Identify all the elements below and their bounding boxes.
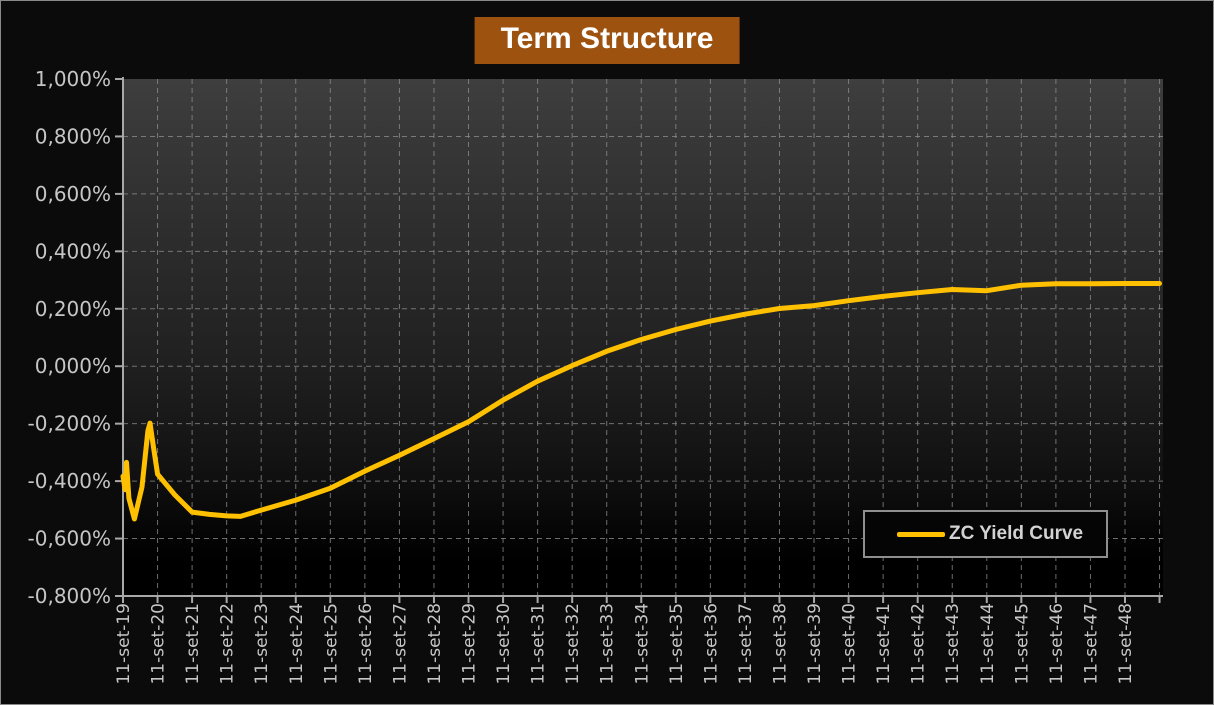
zc-yield-curve-line [120, 281, 1162, 522]
x-axis-tick-label: 11-set-48 [1116, 603, 1136, 685]
x-axis-tick-label: 11-set-40 [840, 603, 860, 685]
x-axis-tick-label: 11-set-27 [390, 603, 410, 685]
y-axis-tick-label: -0,800% [28, 584, 111, 608]
y-axis-tick-label: -0,400% [28, 469, 111, 493]
x-axis-labels: 11-set-19 11-set-20 11-set-21 11-set-22 11-s… [114, 603, 1136, 685]
x-axis-tick-label: 11-set-24 [287, 603, 307, 685]
y-axis-tick-label: -0,600% [28, 527, 111, 551]
legend-line-sample [897, 531, 945, 537]
x-axis-tick-label: 11-set-47 [1081, 603, 1101, 685]
x-axis-tick-label: 11-set-19 [114, 603, 134, 685]
x-axis-tick-label: 11-set-26 [356, 603, 376, 685]
x-axis-tick-label: 11-set-43 [943, 603, 963, 685]
legend[interactable]: ZC Yield Curve [863, 510, 1108, 558]
x-axis-tick-label: 11-set-36 [701, 603, 721, 685]
x-axis-tick-label: 11-set-20 [149, 603, 169, 685]
y-axis-tick-label: 0,600% [35, 182, 111, 206]
x-axis-tick-label: 11-set-35 [667, 603, 687, 685]
x-axis-tick-label: 11-set-22 [218, 603, 238, 685]
x-axis-tick-label: 11-set-46 [1047, 603, 1067, 685]
x-axis-tick-label: 11-set-44 [978, 603, 998, 685]
x-axis-tick-label: 11-set-41 [874, 603, 894, 685]
y-axis-tick-label: 0,000% [35, 354, 111, 378]
x-axis-tick-label: 11-set-37 [736, 603, 756, 685]
x-axis-tick-label: 11-set-39 [805, 603, 825, 685]
x-axis-tick-label: 11-set-21 [183, 603, 203, 685]
y-axis-tick-label: 1,000% [35, 67, 111, 91]
x-axis-tick-label: 11-set-28 [425, 603, 445, 685]
gridlines [115, 78, 1163, 603]
y-axis-tick-label: 0,800% [35, 124, 111, 148]
x-axis-tick-label: 11-set-25 [321, 603, 341, 685]
x-axis-tick-label: 11-set-23 [252, 603, 272, 685]
y-axis-tick-label: 0,400% [35, 239, 111, 263]
x-axis-tick-label: 11-set-33 [598, 603, 618, 685]
y-axis-labels: 1,000% 0,800% 0,600% 0,400% 0,200% 0,000% -0,2… [28, 67, 111, 608]
y-axis-tick-label: 0,200% [35, 297, 111, 321]
x-axis-tick-label: 11-set-30 [494, 603, 514, 685]
chart-title: Term Structure [474, 17, 740, 64]
x-axis-tick-label: 11-set-31 [529, 603, 549, 685]
x-axis-tick-label: 11-set-38 [770, 603, 790, 685]
x-axis-tick-label: 11-set-29 [460, 603, 480, 685]
legend-label: ZC Yield Curve [949, 523, 1084, 544]
x-axis-tick-label: 11-set-42 [909, 603, 929, 685]
x-axis-tick-label: 11-set-45 [1012, 603, 1032, 685]
x-axis-tick-label: 11-set-34 [632, 603, 652, 685]
y-axis-tick-label: -0,200% [28, 412, 111, 436]
x-axis-tick-label: 11-set-32 [563, 603, 583, 685]
